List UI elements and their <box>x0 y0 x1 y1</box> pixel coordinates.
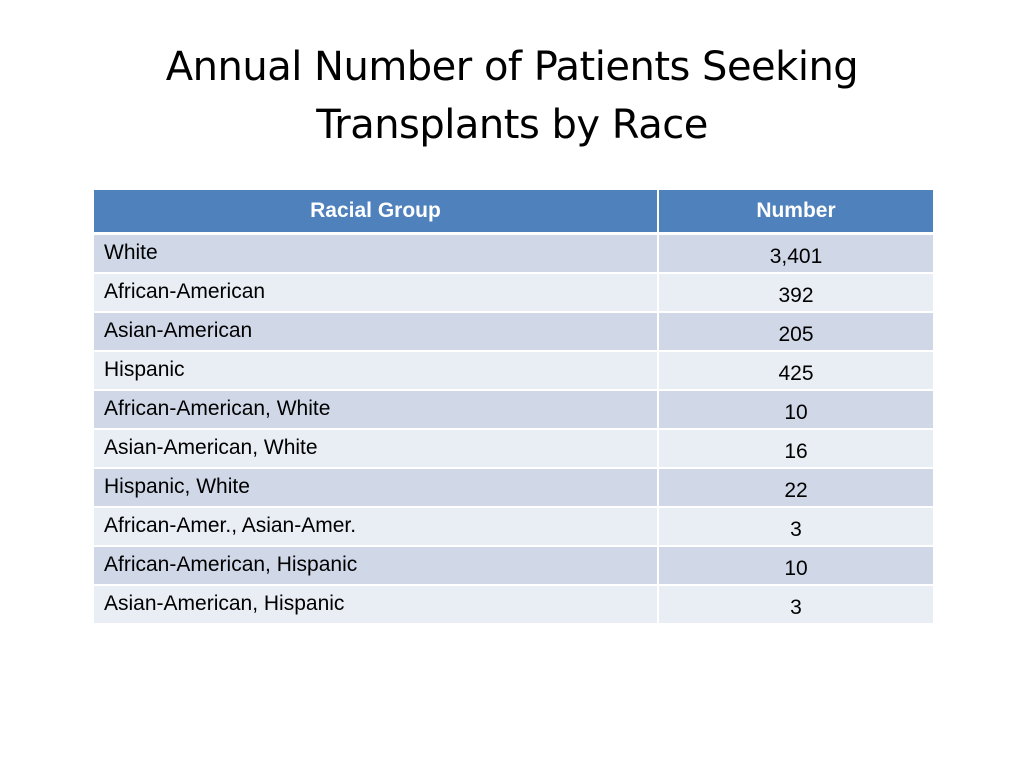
racial-group-cell: African-Amer., Asian-Amer. <box>94 506 659 547</box>
table-header-row: Racial Group Number <box>94 190 933 235</box>
table-row: African-American, White 10 <box>94 389 933 430</box>
number-cell: 3 <box>658 506 933 547</box>
table-row: White 3,401 <box>94 233 933 274</box>
number-cell: 425 <box>658 350 933 391</box>
racial-group-cell: White <box>94 233 659 274</box>
table-row: Asian-American, Hispanic 3 <box>94 584 933 625</box>
slide-title-line-1: Annual Number of Patients Seeking <box>165 44 859 90</box>
table-row: Asian-American 205 <box>94 311 933 352</box>
table-row: African-Amer., Asian-Amer. 3 <box>94 506 933 547</box>
slide-title-line-2: Transplants by Race <box>316 102 708 148</box>
number-cell: 16 <box>658 428 933 469</box>
number-cell: 3,401 <box>658 233 933 274</box>
number-cell: 205 <box>658 311 933 352</box>
racial-group-cell: Asian-American <box>94 311 659 352</box>
header-number: Number <box>658 190 933 235</box>
header-racial-group: Racial Group <box>94 190 659 235</box>
table-row: African-American, Hispanic 10 <box>94 545 933 586</box>
racial-group-cell: African-American, White <box>94 389 659 430</box>
number-cell: 3 <box>658 584 933 625</box>
table-row: African-American 392 <box>94 272 933 313</box>
number-cell: 10 <box>658 389 933 430</box>
table-row: Hispanic, White 22 <box>94 467 933 508</box>
racial-group-cell: Hispanic, White <box>94 467 659 508</box>
racial-group-cell: African-American <box>94 272 659 313</box>
number-cell: 392 <box>658 272 933 313</box>
racial-group-cell: Asian-American, Hispanic <box>94 584 659 625</box>
table-row: Asian-American, White 16 <box>94 428 933 469</box>
racial-group-cell: African-American, Hispanic <box>94 545 659 586</box>
number-cell: 10 <box>658 545 933 586</box>
racial-group-cell: Asian-American, White <box>94 428 659 469</box>
patients-by-race-table: Racial Group Number White 3,401 African-… <box>94 190 933 625</box>
racial-group-cell: Hispanic <box>94 350 659 391</box>
number-cell: 22 <box>658 467 933 508</box>
table-row: Hispanic 425 <box>94 350 933 391</box>
slide-title: Annual Number of Patients Seeking Transp… <box>60 38 964 154</box>
